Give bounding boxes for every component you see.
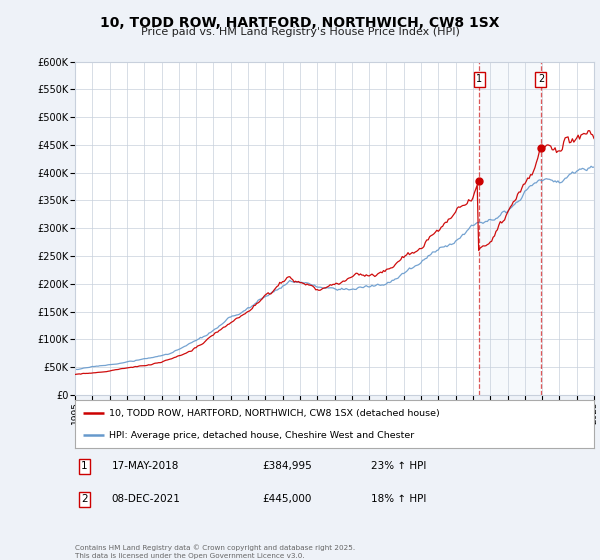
- Text: Contains HM Land Registry data © Crown copyright and database right 2025.
This d: Contains HM Land Registry data © Crown c…: [75, 544, 355, 559]
- Text: 2: 2: [81, 494, 88, 505]
- Text: 10, TODD ROW, HARTFORD, NORTHWICH, CW8 1SX: 10, TODD ROW, HARTFORD, NORTHWICH, CW8 1…: [100, 16, 500, 30]
- Text: 2: 2: [538, 74, 544, 85]
- Text: 1: 1: [476, 74, 482, 85]
- Text: £445,000: £445,000: [262, 494, 311, 505]
- Text: 23% ↑ HPI: 23% ↑ HPI: [371, 461, 426, 472]
- Bar: [479, 62, 541, 395]
- Text: 10, TODD ROW, HARTFORD, NORTHWICH, CW8 1SX (detached house): 10, TODD ROW, HARTFORD, NORTHWICH, CW8 1…: [109, 409, 439, 418]
- Text: 17-MAY-2018: 17-MAY-2018: [112, 461, 179, 472]
- Text: 18% ↑ HPI: 18% ↑ HPI: [371, 494, 426, 505]
- Text: 1: 1: [81, 461, 88, 472]
- Text: 08-DEC-2021: 08-DEC-2021: [112, 494, 180, 505]
- Text: Price paid vs. HM Land Registry's House Price Index (HPI): Price paid vs. HM Land Registry's House …: [140, 27, 460, 37]
- Text: HPI: Average price, detached house, Cheshire West and Chester: HPI: Average price, detached house, Ches…: [109, 431, 414, 440]
- Text: £384,995: £384,995: [262, 461, 311, 472]
